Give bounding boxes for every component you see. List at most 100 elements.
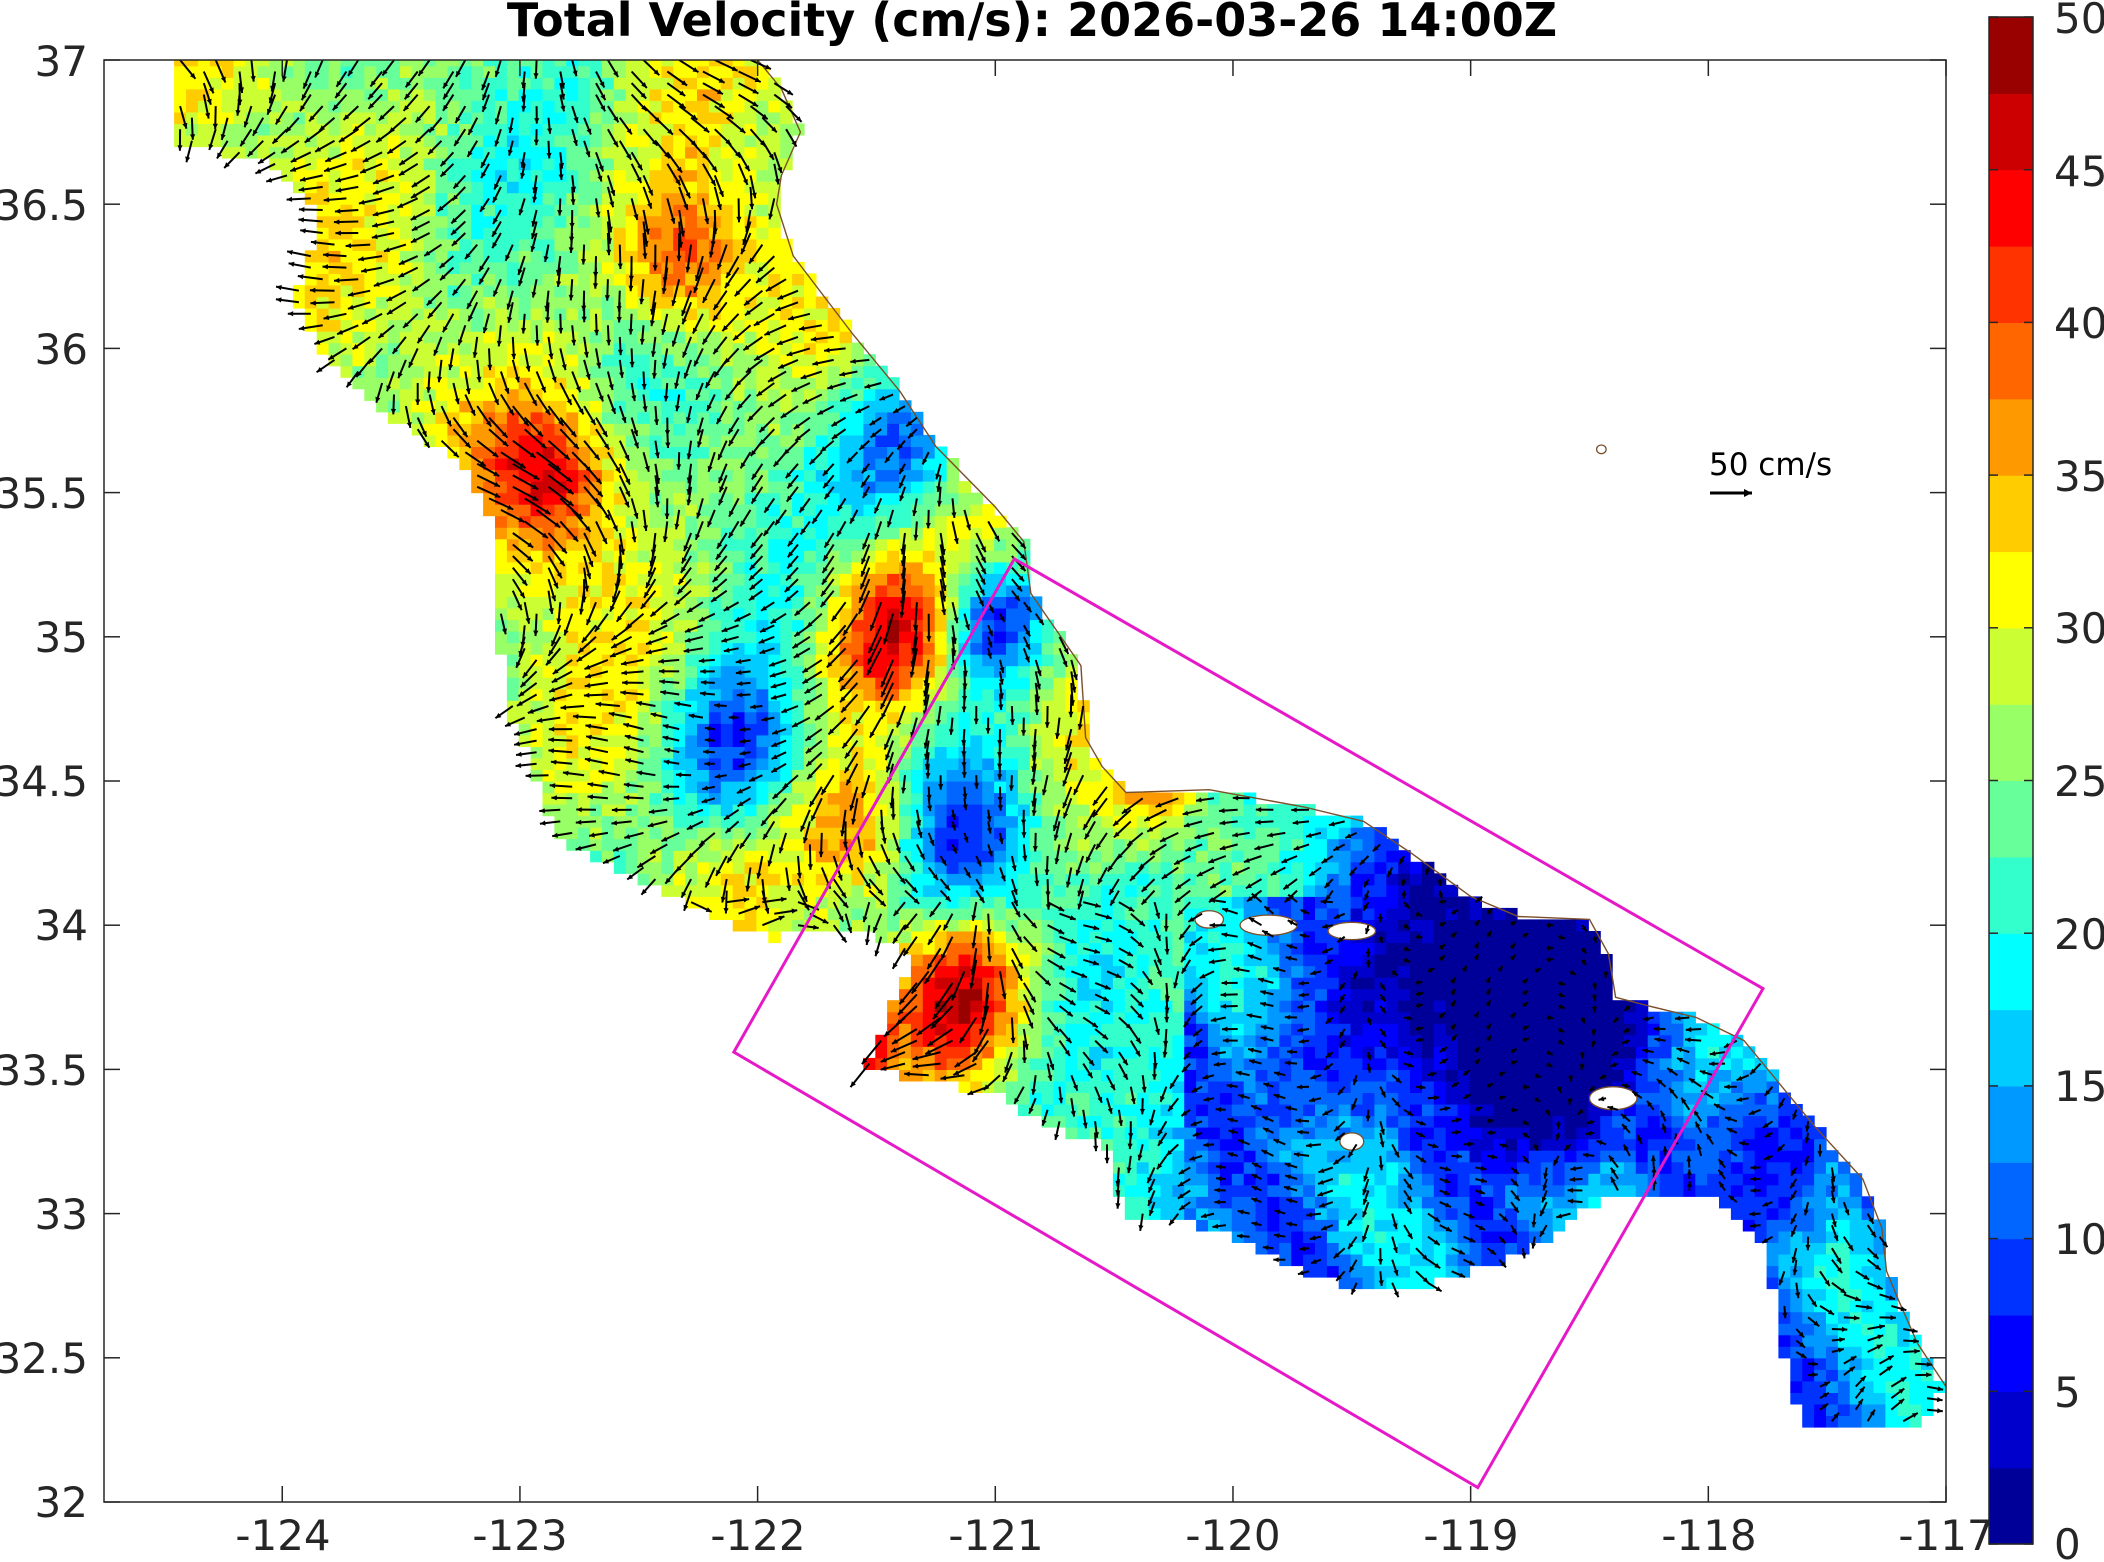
velocity-cell xyxy=(1493,1046,1506,1059)
velocity-cell xyxy=(1849,1230,1863,1243)
velocity-cell xyxy=(578,215,591,228)
velocity-cell xyxy=(1350,942,1364,955)
velocity-cell xyxy=(1029,896,1043,909)
velocity-cell xyxy=(720,365,734,378)
velocity-cell xyxy=(1303,1184,1316,1197)
velocity-cell xyxy=(1457,1057,1471,1070)
velocity-cell xyxy=(1267,942,1280,955)
velocity-cell xyxy=(435,388,449,401)
velocity-cell xyxy=(1421,977,1435,990)
velocity-cell xyxy=(1208,861,1221,874)
velocity-cell xyxy=(1208,1173,1221,1186)
velocity-cell xyxy=(1231,977,1245,990)
velocity-cell xyxy=(1576,988,1589,1001)
velocity-cell xyxy=(1398,1127,1411,1140)
velocity-cell xyxy=(732,596,746,609)
velocity-cell xyxy=(1552,954,1566,967)
velocity-cell xyxy=(578,227,591,240)
velocity-cell xyxy=(1481,1207,1494,1220)
velocity-cell xyxy=(1600,977,1613,990)
velocity-cell xyxy=(1481,954,1494,967)
velocity-cell xyxy=(1790,1311,1803,1324)
velocity-cell xyxy=(1754,1115,1768,1128)
velocity-cell xyxy=(495,573,508,586)
velocity-cell xyxy=(435,365,449,378)
velocity-cell xyxy=(1386,1184,1399,1197)
velocity-cell xyxy=(1540,965,1554,978)
velocity-cell xyxy=(518,354,532,367)
velocity-cell xyxy=(1445,1173,1459,1186)
velocity-cell xyxy=(1374,873,1387,886)
velocity-cell xyxy=(1528,1023,1542,1036)
velocity-cell xyxy=(982,769,995,782)
velocity-cell xyxy=(649,861,662,874)
velocity-cell xyxy=(827,446,841,459)
velocity-cell xyxy=(792,515,805,528)
velocity-cell xyxy=(1493,1150,1506,1163)
velocity-cell xyxy=(1006,931,1019,944)
velocity-cell xyxy=(922,492,936,505)
velocity-cell xyxy=(1350,873,1364,886)
velocity-cell xyxy=(566,838,579,851)
velocity-cell xyxy=(1814,1254,1827,1267)
velocity-cell xyxy=(1386,1034,1399,1047)
velocity-cell xyxy=(1267,873,1280,886)
velocity-cell xyxy=(1017,1092,1031,1105)
velocity-cell xyxy=(1861,1415,1875,1428)
velocity-cell xyxy=(1659,1092,1673,1105)
velocity-cell xyxy=(1326,896,1340,909)
velocity-cell xyxy=(982,688,995,701)
velocity-cell xyxy=(910,538,924,551)
velocity-cell xyxy=(970,688,983,701)
velocity-cell xyxy=(958,584,971,597)
velocity-cell xyxy=(1326,1161,1340,1174)
velocity-cell xyxy=(1219,1161,1233,1174)
velocity-cell xyxy=(1065,1023,1078,1036)
velocity-cell xyxy=(1623,1161,1637,1174)
velocity-cell xyxy=(637,434,651,447)
velocity-cell xyxy=(601,481,615,494)
velocity-cell xyxy=(1208,1207,1221,1220)
velocity-cell xyxy=(1350,1046,1364,1059)
velocity-cell xyxy=(1469,1023,1482,1036)
velocity-cell xyxy=(768,561,781,574)
velocity-cell xyxy=(1564,1115,1577,1128)
velocity-cell xyxy=(471,250,484,263)
velocity-cell xyxy=(910,781,924,794)
velocity-cell xyxy=(1006,723,1019,736)
velocity-cell xyxy=(1635,1080,1649,1093)
velocity-cell xyxy=(934,1046,948,1059)
velocity-cell xyxy=(1778,1184,1791,1197)
velocity-cell xyxy=(982,746,995,759)
velocity-cell xyxy=(637,261,651,274)
velocity-cell xyxy=(506,261,520,274)
velocity-cell xyxy=(887,907,900,920)
velocity-cell xyxy=(1303,861,1316,874)
velocity-cell xyxy=(661,769,674,782)
velocity-cell xyxy=(1350,1023,1364,1036)
velocity-cell xyxy=(994,1057,1007,1070)
velocity-cell xyxy=(399,296,413,309)
velocity-cell xyxy=(887,538,900,551)
velocity-cell xyxy=(1279,1046,1292,1059)
velocity-cell xyxy=(1374,1104,1387,1117)
velocity-cell xyxy=(1196,1219,1209,1232)
velocity-cell xyxy=(1315,988,1328,1001)
velocity-cell xyxy=(982,1046,995,1059)
velocity-cell xyxy=(1873,1242,1886,1255)
velocity-cell xyxy=(495,550,508,563)
velocity-cell xyxy=(708,850,722,863)
velocity-cell xyxy=(827,619,841,632)
velocity-cell xyxy=(685,377,698,390)
velocity-cell xyxy=(1528,1080,1542,1093)
velocity-cell xyxy=(506,492,520,505)
velocity-cell xyxy=(1303,1230,1316,1243)
velocity-cell xyxy=(1184,873,1197,886)
velocity-cell xyxy=(1208,965,1221,978)
velocity-cell xyxy=(1006,746,1019,759)
velocity-cell xyxy=(732,896,746,909)
velocity-cell xyxy=(780,608,793,621)
velocity-cell xyxy=(554,769,567,782)
velocity-cell xyxy=(910,792,924,805)
velocity-cell xyxy=(1077,1080,1090,1093)
